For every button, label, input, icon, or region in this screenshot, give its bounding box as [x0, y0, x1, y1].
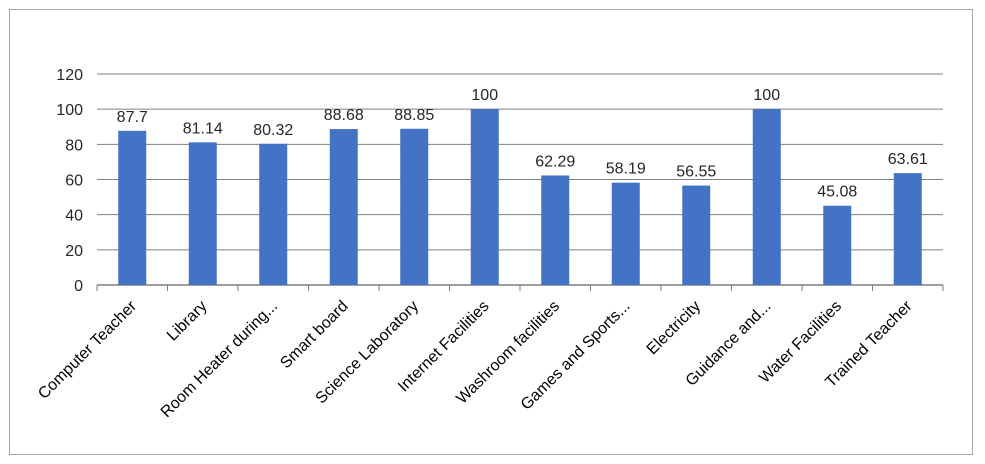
bar — [259, 143, 288, 285]
data-label: 62.29 — [535, 153, 575, 170]
bar — [611, 182, 640, 285]
category-label: Room Heater during... — [158, 298, 281, 421]
bar — [823, 205, 852, 285]
y-tick-label: 100 — [56, 102, 83, 119]
y-tick-label: 20 — [65, 243, 83, 260]
data-label: 87.7 — [117, 109, 148, 126]
data-label: 81.14 — [183, 120, 223, 137]
y-tick-label: 120 — [56, 67, 83, 84]
bar — [470, 109, 499, 286]
bar — [400, 128, 429, 285]
y-tick-label: 80 — [65, 137, 83, 154]
bar — [541, 175, 570, 285]
data-label: 56.55 — [676, 164, 716, 181]
bar — [893, 173, 922, 285]
y-tick-label: 40 — [65, 208, 83, 225]
bar — [118, 130, 147, 285]
bar — [752, 109, 781, 286]
bars — [118, 109, 922, 286]
data-label: 88.68 — [324, 107, 364, 124]
category-label: Computer Teacher — [35, 297, 140, 402]
data-label: 80.32 — [253, 122, 293, 139]
data-label: 88.85 — [394, 107, 434, 124]
data-label: 100 — [753, 87, 780, 104]
data-label: 63.61 — [888, 151, 928, 168]
y-tick-label: 60 — [65, 173, 83, 190]
y-axis-tick-labels: 0 20 40 60 80 100 120 — [56, 67, 83, 295]
data-label: 45.08 — [817, 184, 857, 201]
data-label: 58.19 — [606, 161, 646, 178]
data-labels: 87.7 81.14 80.32 88.68 88.85 100 62.29 58.19 56.… — [117, 87, 928, 201]
y-tick-label: 0 — [74, 278, 83, 295]
bar — [329, 129, 358, 285]
category-label: Electricity — [644, 298, 704, 358]
gridlines — [96, 73, 944, 291]
bar — [188, 142, 217, 285]
category-label: Smart board — [277, 298, 351, 372]
category-label: Library — [164, 298, 211, 345]
bar — [682, 185, 711, 285]
data-label: 100 — [471, 87, 498, 104]
